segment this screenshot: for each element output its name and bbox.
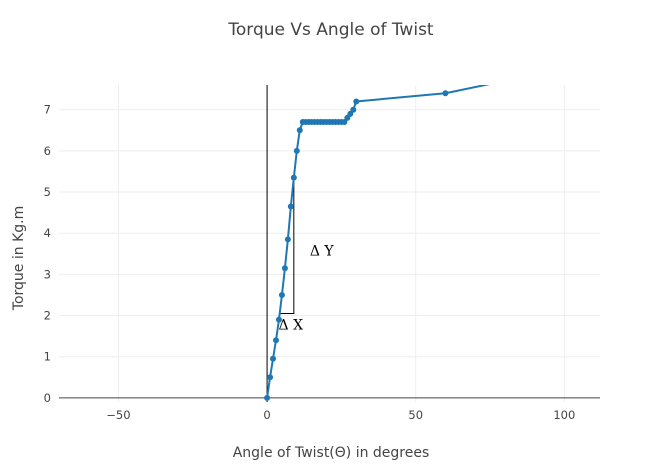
delta-y-label: Δ Y [310, 244, 335, 260]
slope-triangle-lines [279, 177, 295, 314]
data-point [275, 316, 282, 323]
y-tick-label: 5 [44, 185, 51, 199]
x-tick-labels: −50 0 50 100 [106, 408, 575, 422]
y-tick-labels: 0 1 2 3 4 5 6 7 [44, 103, 51, 405]
data-point [281, 265, 288, 272]
x-tick-label: 0 [263, 408, 270, 422]
series-line [266, 85, 490, 399]
annotations: Δ Y Δ X [279, 244, 335, 334]
y-tick-label: 2 [44, 309, 51, 323]
grid-lines [59, 85, 600, 402]
slope-triangle [279, 177, 295, 314]
data-point [287, 203, 294, 210]
y-tick-label: 3 [44, 267, 51, 281]
y-tick-label: 6 [44, 144, 51, 158]
x-tick-label: −50 [106, 408, 130, 422]
x-tick-label: 50 [408, 408, 423, 422]
data-point [284, 236, 291, 243]
data-point [293, 147, 300, 154]
data-point [350, 106, 357, 113]
delta-x-label: Δ X [279, 317, 304, 333]
y-tick-label: 0 [44, 391, 51, 405]
data-point [296, 127, 303, 134]
x-tick-label: 100 [553, 408, 575, 422]
y-tick-label: 1 [44, 350, 51, 364]
data-point [344, 114, 351, 121]
data-point [347, 110, 354, 117]
data-point [341, 119, 348, 126]
series-group [264, 85, 490, 401]
data-point [267, 374, 274, 381]
data-point [270, 355, 277, 362]
data-point [264, 394, 271, 401]
y-tick-label: 4 [44, 226, 51, 240]
y-tick-label: 7 [44, 103, 51, 117]
x-axis-title: Angle of Twist(Θ) in degrees [233, 445, 430, 461]
data-point [442, 90, 449, 97]
chart-title: Torque Vs Angle of Twist [227, 20, 434, 40]
y-axis-title: Torque in Kg.m [11, 206, 27, 311]
data-point [272, 337, 279, 344]
data-point [290, 174, 297, 181]
data-point [278, 291, 285, 298]
data-point [353, 98, 360, 105]
